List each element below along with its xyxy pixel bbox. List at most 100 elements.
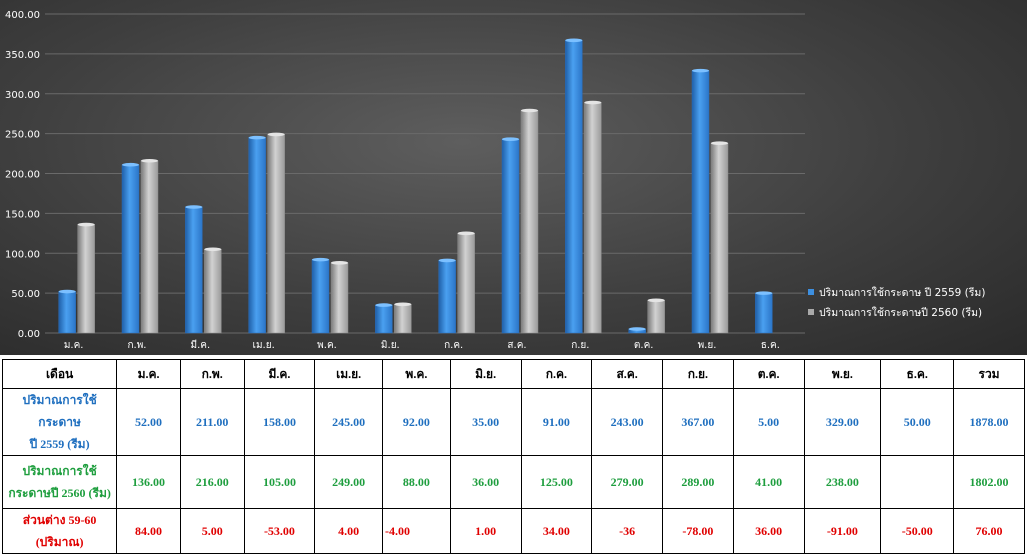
- header-cell: ต.ค.: [732, 359, 805, 389]
- bar-2559: [248, 137, 266, 334]
- y-tick-label: 300.00: [5, 90, 40, 101]
- table-cell: -4.00: [382, 508, 451, 554]
- x-tick-label: ก.พ.: [127, 340, 146, 351]
- table-cell: 92.00: [382, 388, 451, 456]
- header-cell: ม.ค.: [116, 359, 181, 389]
- bar-cap-2559: [122, 162, 139, 167]
- x-tick-label: ต.ค.: [634, 340, 654, 351]
- x-tick-label: ม.ค.: [64, 340, 84, 351]
- x-tick-label: ก.ย.: [571, 340, 589, 351]
- bar-cap-2559: [692, 68, 709, 73]
- table-cell: 329.00: [803, 388, 882, 456]
- y-tick-label: 150.00: [5, 209, 40, 220]
- bar-2559: [121, 164, 140, 334]
- row-label-line1: ปริมาณการใช้: [22, 464, 97, 478]
- header-cell: มิ.ย.: [449, 359, 522, 389]
- y-tick-label: 50.00: [11, 289, 40, 300]
- table-cell: 158.00: [243, 388, 316, 456]
- y-tick-label: 0.00: [18, 329, 40, 340]
- table-cell: 4.00: [314, 508, 384, 554]
- x-tick-label: ส.ค.: [507, 340, 526, 351]
- table-row-difference: ส่วนต่าง 59-60 (ปริมาณ) 84.00 5.00 -53.0…: [1, 508, 1025, 554]
- header-cell: ก.พ.: [179, 359, 245, 389]
- x-tick-label: มี.ค.: [191, 339, 211, 351]
- table-cell: 1878.00: [953, 388, 1025, 456]
- row-label: ปริมาณการใช้กระดาษ ปี 2559 (รีม): [1, 388, 118, 456]
- bar-cap-2559: [438, 258, 456, 263]
- legend-item-2560: ปริมาณการใช้กระดาษปี 2560 (รีม): [808, 302, 985, 322]
- table-cell: 216.00: [179, 455, 245, 509]
- bar-2560: [520, 110, 539, 334]
- table-cell: 76.00: [953, 508, 1025, 554]
- table-cell: 52.00: [116, 388, 181, 456]
- table-cell: 125.00: [520, 455, 593, 509]
- table-cell: 136.00: [116, 455, 181, 509]
- bar-cap-2559: [375, 303, 393, 307]
- header-cell: ส.ค.: [591, 359, 663, 389]
- bar-cap-2560: [584, 100, 602, 105]
- bar-chart: 0.00 50.00 100.00 150.00 200.00 250.00 300.00 3…: [5, 10, 805, 351]
- row-label: ปริมาณการใช้ กระดาษปี 2560 (รีม): [1, 455, 118, 509]
- bar-cap-2560: [267, 132, 285, 137]
- bar-cap-2560: [711, 141, 728, 145]
- bar-cap-2560: [141, 158, 158, 163]
- bar-2560: [204, 249, 222, 334]
- table-cell: 88.00: [382, 455, 451, 509]
- table-cell: 238.00: [803, 455, 882, 509]
- bar-2559: [185, 206, 203, 334]
- table-cell: 5.00: [179, 508, 245, 554]
- bar-2560: [140, 160, 159, 334]
- table-cell: -50.00: [880, 508, 955, 554]
- row-label-line2: ปี 2559 (รีม): [29, 437, 90, 451]
- table-cell: 1802.00: [953, 455, 1025, 509]
- table-cell: 289.00: [662, 455, 734, 509]
- x-tick-label: ก.ค.: [444, 340, 463, 351]
- legend-item-2559: ปริมาณการใช้กระดาษ ปี 2559 (รีม): [808, 282, 985, 302]
- bar-2559: [565, 40, 583, 334]
- table-cell: -91.00: [803, 508, 882, 554]
- chart-legend: ปริมาณการใช้กระดาษ ปี 2559 (รีม) ปริมาณก…: [808, 282, 985, 322]
- table-cell: 249.00: [314, 455, 384, 509]
- table-cell: 41.00: [732, 455, 805, 509]
- table-cell: 84.00: [116, 508, 181, 554]
- bar-cap-2559: [565, 38, 583, 43]
- bar-2560: [267, 134, 285, 334]
- table-cell: 1.00: [449, 508, 522, 554]
- bar-2560: [394, 304, 412, 334]
- y-tick-label: 400.00: [5, 10, 40, 21]
- bar-2560: [710, 142, 729, 334]
- table-cell: [880, 455, 955, 509]
- bar-cap-2560: [331, 261, 348, 265]
- data-table: เดือน ม.ค. ก.พ. มี.ค. เม.ย. พ.ค. มิ.ย. ก…: [1, 359, 1025, 554]
- bar-cap-2559: [58, 289, 76, 294]
- bar-2560: [77, 224, 95, 334]
- table-cell: 91.00: [520, 388, 593, 456]
- y-tick-label: 100.00: [5, 249, 40, 260]
- bar-2559: [311, 259, 330, 334]
- bar-2559: [375, 304, 393, 334]
- bar-2559: [501, 138, 520, 334]
- table-cell: 35.00: [449, 388, 522, 456]
- bar-cap-2559: [185, 205, 203, 209]
- table-cell: 36.00: [732, 508, 805, 554]
- row-label-line1: ส่วนต่าง 59-60: [22, 513, 97, 527]
- header-cell: ธ.ค.: [880, 359, 955, 389]
- x-tick-label: มิ.ย.: [381, 340, 400, 351]
- table-cell: 211.00: [179, 388, 245, 456]
- header-cell: เม.ย.: [314, 359, 384, 389]
- table-cell: 105.00: [243, 455, 316, 509]
- legend-swatch-2559: [808, 289, 814, 295]
- table-cell: 279.00: [591, 455, 663, 509]
- row-label-line1: ปริมาณการใช้กระดาษ: [22, 393, 97, 429]
- header-cell: รวม: [953, 359, 1025, 389]
- table-cell: 245.00: [314, 388, 384, 456]
- bar-cap-2560: [394, 302, 412, 307]
- chart-panel: 0.00 50.00 100.00 150.00 200.00 250.00 300.00 3…: [0, 0, 1027, 355]
- header-cell: ก.ย.: [662, 359, 734, 389]
- row-label-line2: กระดาษปี 2560 (รีม): [8, 486, 111, 500]
- y-tick-label: 250.00: [5, 130, 40, 141]
- header-cell: ก.ค.: [520, 359, 593, 389]
- bar-cap-2560: [77, 222, 95, 227]
- x-tick-label: พ.ค.: [317, 340, 337, 351]
- header-cell: เดือน: [1, 359, 118, 389]
